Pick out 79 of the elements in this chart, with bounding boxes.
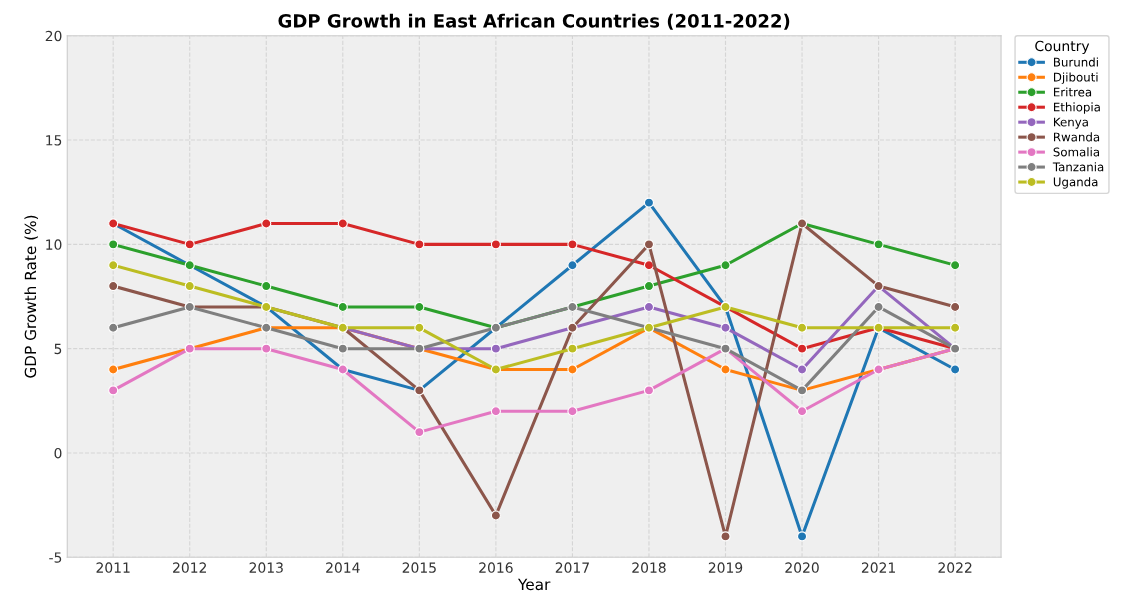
point (873, 301, 884, 313)
point (796, 343, 808, 354)
y-axis-title: GDP Growth Rate (%) (24, 215, 39, 378)
point (796, 406, 808, 417)
y-tick-label: 20 (45, 30, 62, 42)
x-tick-label: 2013 (249, 562, 283, 573)
point (490, 343, 501, 354)
point (567, 406, 578, 417)
point (261, 343, 272, 354)
point (108, 385, 119, 396)
y-tick-label: 10 (46, 239, 62, 250)
legend-label: Eritrea (1054, 87, 1092, 97)
legend-label: Kenya (1054, 117, 1088, 129)
point (567, 239, 578, 250)
x-tick-label: 2021 (861, 562, 895, 573)
y-tick-label: -5 (49, 552, 62, 563)
point (796, 364, 808, 375)
point (720, 531, 731, 542)
chart-title: GDP Growth in East African Countries (2011-2022) (278, 13, 790, 30)
x-tick-label: 2022 (938, 562, 972, 573)
point (643, 385, 655, 396)
point (108, 281, 119, 292)
legend-label: Djibouti (1054, 72, 1098, 84)
legend-label: Somalia (1053, 147, 1100, 157)
point (414, 239, 425, 250)
x-tick-label: 2020 (785, 562, 819, 573)
x-tick-label: 2016 (479, 562, 513, 573)
point (720, 364, 731, 375)
point (337, 343, 348, 354)
legend-label: Tanzania (1052, 162, 1104, 172)
point (950, 364, 961, 375)
point (108, 322, 119, 333)
point (950, 260, 961, 271)
x-tick-label: 2011 (96, 562, 130, 573)
point (643, 260, 655, 271)
point (950, 301, 961, 313)
x-axis-title: Year (517, 578, 551, 591)
point (873, 239, 884, 250)
point (108, 364, 119, 375)
legend-label: Burundi (1054, 57, 1098, 67)
point (643, 197, 655, 208)
y-tick-label: 15 (46, 135, 62, 146)
legend-label: Ethiopia (1054, 102, 1100, 114)
x-tick-label: 2012 (173, 562, 207, 573)
point (643, 239, 655, 250)
point (337, 218, 348, 229)
point (490, 239, 501, 250)
point (108, 260, 119, 271)
point (796, 322, 808, 333)
point (337, 301, 348, 313)
point (567, 364, 578, 375)
legend-label: Rwanda (1054, 132, 1100, 142)
point (567, 260, 578, 271)
point (184, 281, 195, 292)
y-tick-label: 0 (54, 447, 62, 459)
point (490, 406, 501, 417)
point (720, 260, 731, 271)
x-tick-label: 2017 (555, 562, 589, 573)
point (261, 281, 272, 292)
point (108, 239, 119, 250)
point (950, 322, 961, 333)
x-tick-label: 2014 (326, 562, 360, 573)
point (720, 322, 731, 333)
point (414, 301, 425, 313)
x-tick-label: 2019 (708, 562, 743, 573)
y-tick-label: 5 (54, 343, 62, 355)
point (261, 218, 272, 229)
point (567, 343, 578, 354)
point (643, 281, 655, 292)
point (414, 427, 425, 438)
legend-label: Uganda (1053, 177, 1098, 189)
point (796, 531, 808, 542)
point (414, 322, 425, 333)
x-tick-label: 2015 (402, 562, 436, 573)
x-tick-label: 2018 (632, 562, 666, 573)
legend-title: Country (1035, 40, 1090, 54)
point (643, 301, 655, 313)
point (490, 510, 501, 521)
point (184, 239, 195, 250)
